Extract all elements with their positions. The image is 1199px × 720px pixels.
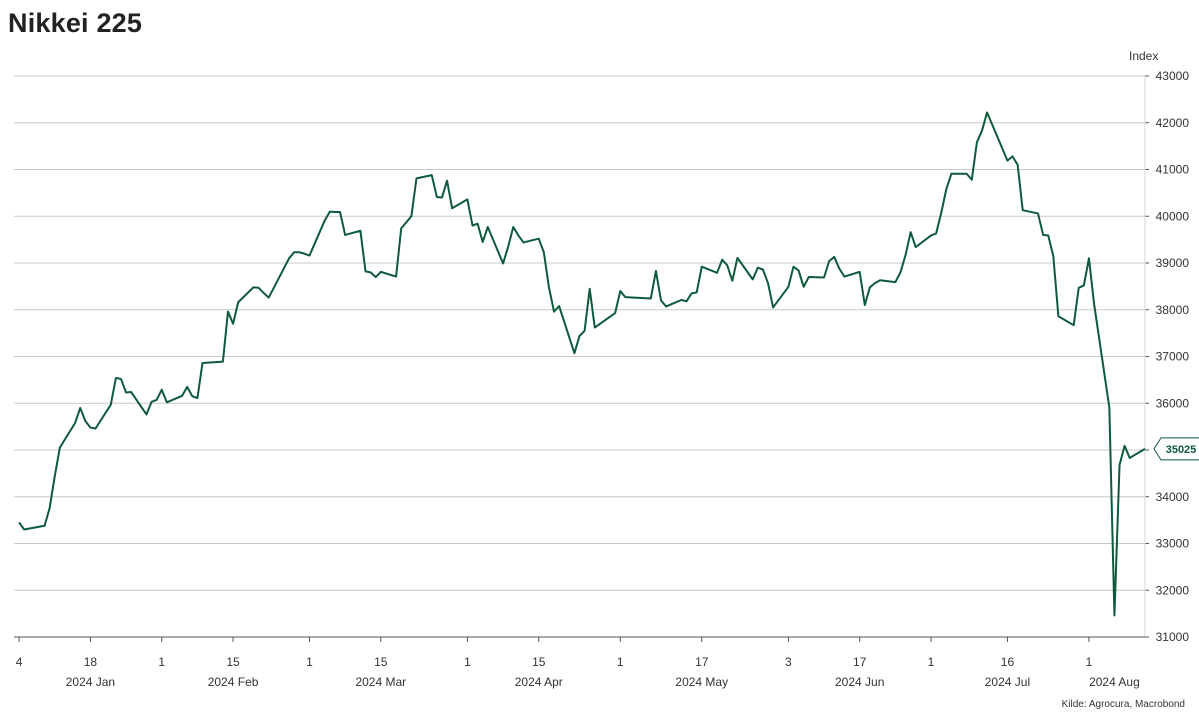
y-tick-label: 34000 [1156,490,1190,504]
y-tick-label: 41000 [1156,163,1190,177]
y-tick-label: 37000 [1156,350,1190,364]
last-value-badge: 35025 [1153,437,1199,461]
x-tick-label: 15 [532,655,546,669]
y-tick-label: 38000 [1156,303,1190,317]
x-tick-label: 15 [226,655,240,669]
y-tick-label: 43000 [1156,69,1190,83]
x-month-label: 2024 Feb [208,675,259,689]
x-tick-label: 1 [464,655,471,669]
x-tick-label: 18 [84,655,98,669]
y-tick-label: 36000 [1156,396,1190,410]
x-month-label: 2024 Jul [985,675,1030,689]
y-axis: 3100032000330003400035000360003700038000… [1144,69,1190,644]
chart-title: Nikkei 225 [8,8,143,38]
y-tick-label: 32000 [1156,583,1190,597]
y-tick-label: 31000 [1156,630,1190,644]
y-tick-label: 40000 [1156,209,1190,223]
x-month-label: 2024 Aug [1089,675,1140,689]
x-month-label: 2024 Jan [66,675,115,689]
x-axis: 4 18 1 15 1 15 1 15 1 17 3 17 1 16 1 2024 Jan 2024 Feb 20… [14,636,1145,689]
x-tick-label: 17 [695,655,709,669]
x-tick-label: 3 [785,655,792,669]
x-tick-label: 17 [853,655,867,669]
series-group [18,111,1146,617]
x-tick-label: 1 [928,655,935,669]
y-axis-unit-label: Index [1129,49,1159,63]
x-tick-label: 15 [374,655,388,669]
last-value-badge-shape [1153,437,1199,461]
x-tick-label: 1 [617,655,624,669]
x-month-label: 2024 May [675,675,728,689]
x-tick-label: 4 [16,655,23,669]
x-month-label: 2024 Mar [355,675,406,689]
x-tick-label: 1 [158,655,165,669]
series-line [18,111,1146,617]
y-tick-label: 42000 [1156,116,1190,130]
x-tick-label: 16 [1001,655,1015,669]
source-note: Kilde: Agrocura, Macrobond [1061,699,1185,710]
x-tick-label: 1 [1086,655,1093,669]
x-month-label: 2024 Jun [835,675,884,689]
y-tick-label: 33000 [1156,537,1190,551]
x-month-label: 2024 Apr [515,675,563,689]
last-value-label: 35025 [1166,444,1197,456]
y-tick-label: 39000 [1156,256,1190,270]
x-tick-label: 1 [306,655,313,669]
